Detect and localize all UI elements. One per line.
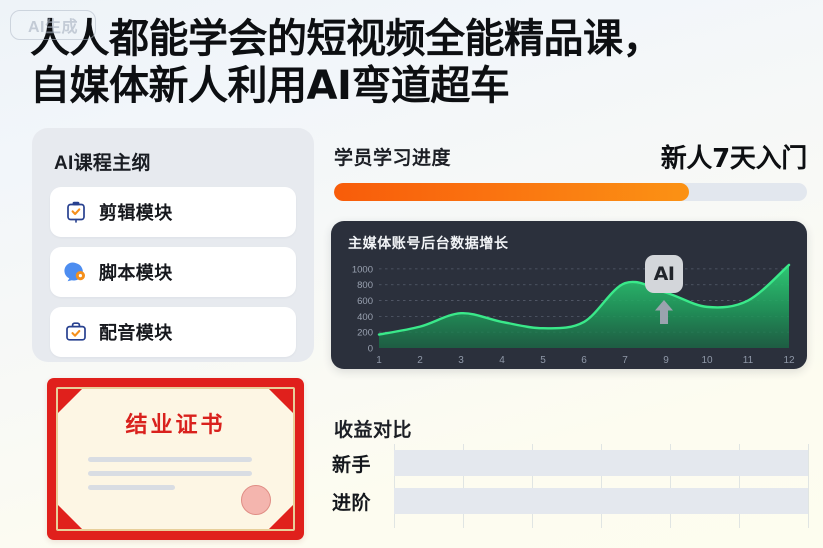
certificate-text-line <box>88 471 252 476</box>
progress-bar-fill <box>334 183 689 201</box>
chart-x-tick-label: 2 <box>417 355 423 366</box>
outline-item-label: 配音模块 <box>99 323 173 343</box>
chart-title: 主媒体账号后台数据增长 <box>348 235 509 251</box>
chart-x-tick-label: 7 <box>622 355 628 366</box>
chart-x-tick-label: 9 <box>663 355 669 366</box>
page-title: 人人都能学会的短视频全能精品课， 自媒体新人利用AI弯道超车 <box>30 16 820 110</box>
income-row-label: 新手 <box>332 454 372 476</box>
income-row-beginner: 新手 <box>332 448 808 478</box>
clipboard-check-icon <box>67 201 85 223</box>
chart-y-tick-label: 400 <box>357 312 373 323</box>
chart-x-tick-label: 6 <box>581 355 587 366</box>
outline-item-script[interactable]: 脚本模块 <box>50 247 296 297</box>
outline-card-title: AI课程主纲 <box>54 153 151 174</box>
chart-y-tick-label: 200 <box>357 328 373 339</box>
growth-chart-panel: 主媒体账号后台数据增长 1000 800 600 400 200 0 1 2 3 4 5 6 7 9 10… <box>331 221 807 369</box>
chat-bubble-dot-icon <box>64 262 85 282</box>
chart-y-axis: 1000 800 600 400 200 0 <box>352 264 373 354</box>
chart-x-tick-label: 4 <box>499 355 505 366</box>
outline-item-editing[interactable]: 剪辑模块 <box>50 187 296 237</box>
income-row-advanced: 进阶 <box>332 486 808 516</box>
certificate-paper: 结业证书 <box>56 387 295 531</box>
outline-item-dubbing[interactable]: 配音模块 <box>50 307 296 357</box>
certificate-corner-bottom-right <box>268 504 293 529</box>
income-gridline <box>808 444 809 528</box>
progress-label: 学员学习进度 <box>334 148 452 169</box>
ai-badge-label: AI <box>653 263 675 285</box>
certificate-text-line <box>88 457 252 462</box>
chart-x-tick-label: 12 <box>783 355 795 366</box>
briefcase-check-icon <box>66 322 86 341</box>
headline-line-1: 人人都能学会的短视频全能精品课， <box>30 16 663 62</box>
progress-bar-track <box>334 183 807 201</box>
chart-x-tick-label: 11 <box>743 355 754 366</box>
chart-x-tick-label: 10 <box>701 355 713 366</box>
ai-annotation-badge: AI <box>645 255 683 293</box>
chart-y-tick-label: 0 <box>368 343 373 354</box>
income-bar-track <box>394 450 808 476</box>
income-comparison-title: 收益对比 <box>334 420 413 441</box>
chart-x-axis: 1 2 3 4 5 6 7 9 10 11 12 <box>376 355 795 366</box>
chart-y-tick-label: 1000 <box>352 264 373 275</box>
chart-area-fill <box>379 264 789 348</box>
headline-line-2: 自媒体新人利用AI弯道超车 <box>30 63 510 109</box>
completion-certificate: 结业证书 <box>47 378 304 540</box>
income-row-label: 进阶 <box>332 492 372 514</box>
outline-item-label: 脚本模块 <box>99 263 173 283</box>
certificate-title: 结业证书 <box>125 412 226 437</box>
outline-item-label: 剪辑模块 <box>99 203 173 223</box>
up-arrow-icon <box>655 300 673 324</box>
chart-line <box>377 263 791 336</box>
chart-x-tick-label: 1 <box>376 355 382 366</box>
seven-day-badge: 新人7天入门 <box>660 144 808 174</box>
income-bar-track <box>394 488 808 514</box>
chart-y-tick-label: 800 <box>357 280 373 291</box>
chart-y-tick-label: 600 <box>357 296 373 307</box>
certificate-corner-bottom-left <box>58 504 83 529</box>
certificate-text-line <box>88 485 175 490</box>
chart-x-tick-label: 3 <box>458 355 464 366</box>
course-outline-card: AI课程主纲 剪辑模块 脚本模块 配音模块 <box>32 128 314 362</box>
chart-x-tick-label: 5 <box>540 355 546 366</box>
certificate-seal-icon <box>241 485 271 515</box>
income-comparison-chart: 新手 进阶 <box>332 448 808 524</box>
